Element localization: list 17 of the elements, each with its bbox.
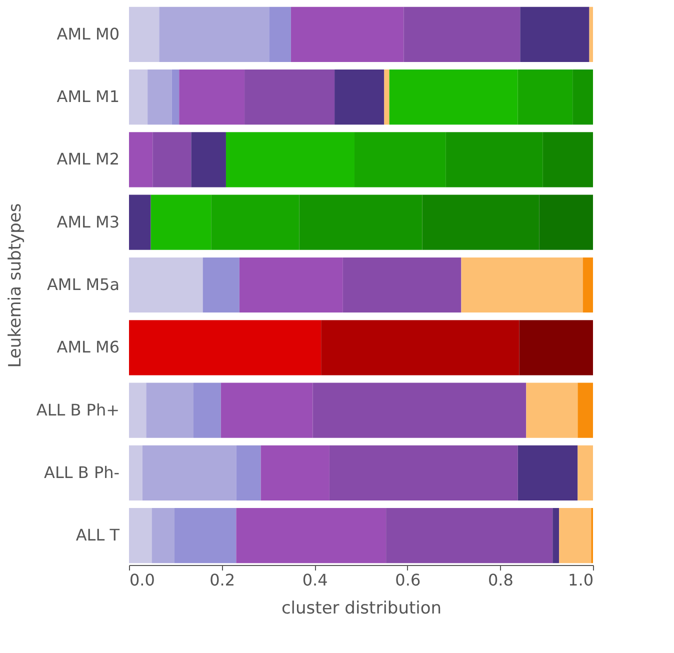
x-tick-label: 0.0 <box>130 570 155 590</box>
x-tick-label: 1.0 <box>568 570 594 590</box>
y-tick-label: ALL T <box>76 526 120 545</box>
y-tick-label: AML M1 <box>56 87 120 106</box>
y-tick-label: ALL B Ph+ <box>36 400 120 420</box>
y-tick-label: AML M3 <box>56 212 120 232</box>
x-tick-label: 0.6 <box>395 570 421 590</box>
y-tick-label: AML M6 <box>56 338 120 357</box>
x-tick-label: 0.2 <box>210 570 236 590</box>
y-axis-title: Leukemia subtypes <box>5 203 26 368</box>
y-tick-label: ALL B Ph- <box>44 462 120 482</box>
y-tick-label: AML M2 <box>56 150 120 169</box>
x-axis-title: cluster distribution <box>281 598 442 618</box>
x-tick-label: 0.4 <box>302 570 328 590</box>
y-tick-label: AML M0 <box>56 24 120 44</box>
x-tick-label: 0.8 <box>488 570 514 590</box>
y-tick-label: AML M5a <box>46 275 120 294</box>
